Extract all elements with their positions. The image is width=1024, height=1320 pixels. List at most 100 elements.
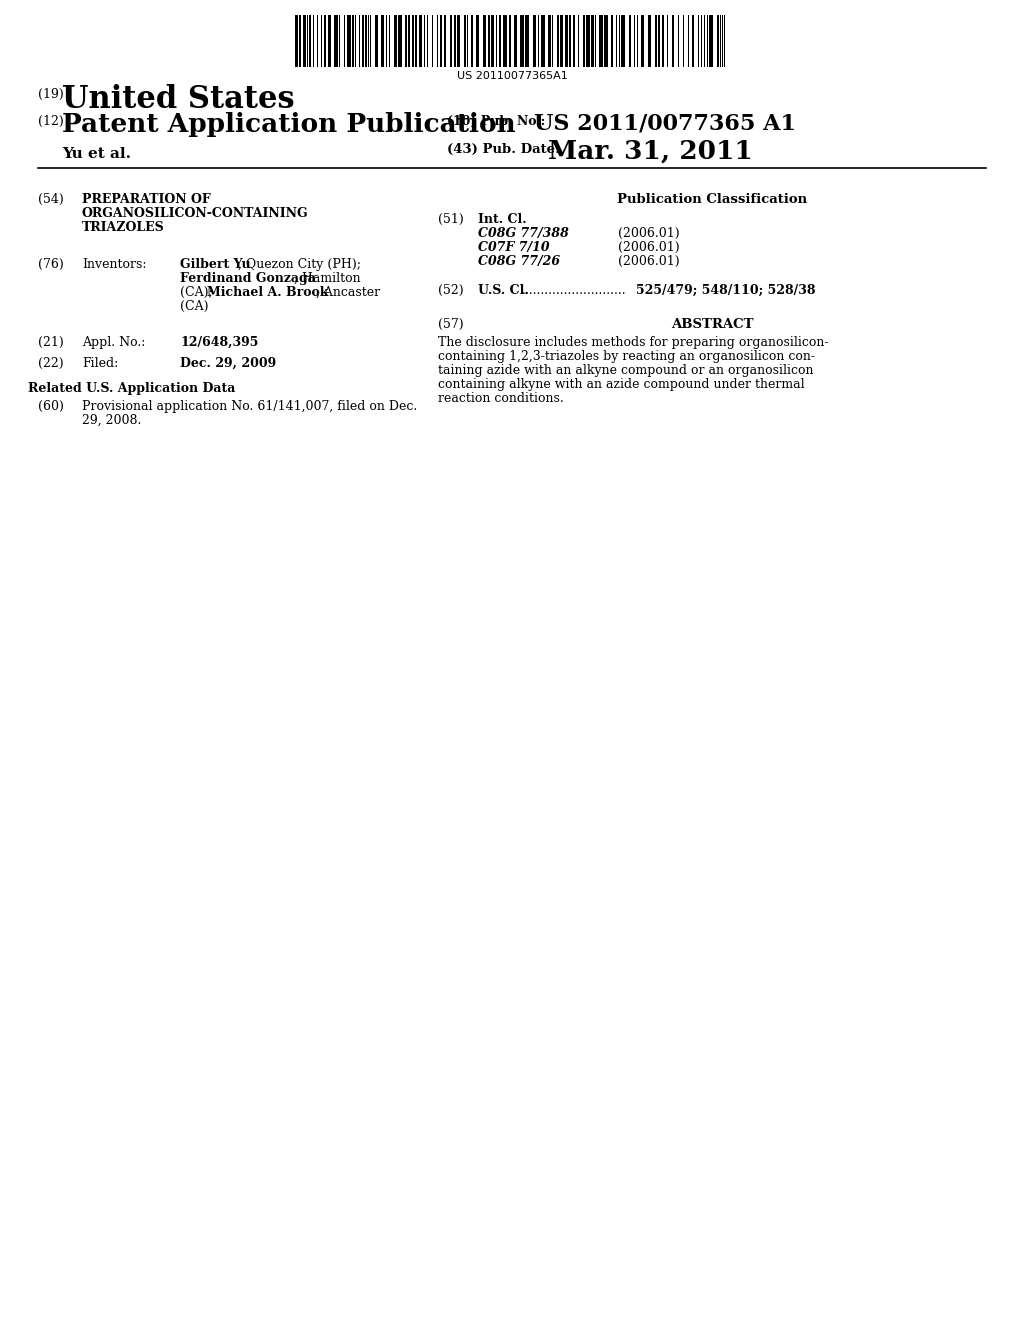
Text: (21): (21) [38, 337, 63, 348]
Bar [334, 15, 338, 67]
Bar [309, 15, 311, 67]
Text: Michael A. Brook: Michael A. Brook [207, 286, 329, 300]
Bar [534, 15, 537, 67]
Text: Publication Classification: Publication Classification [616, 193, 807, 206]
Bar [709, 15, 713, 67]
Bar [692, 15, 694, 67]
Bar [549, 15, 551, 67]
Text: (2006.01): (2006.01) [618, 255, 680, 268]
Bar [381, 15, 384, 67]
Text: Related U.S. Application Data: Related U.S. Application Data [29, 381, 236, 395]
Text: (2006.01): (2006.01) [618, 242, 680, 253]
Bar [599, 15, 603, 67]
Bar [509, 15, 511, 67]
Text: Mar. 31, 2011: Mar. 31, 2011 [548, 139, 753, 164]
Text: 12/648,395: 12/648,395 [180, 337, 258, 348]
Bar [412, 15, 414, 67]
Text: Int. Cl.: Int. Cl. [478, 213, 526, 226]
Bar [525, 15, 529, 67]
Bar [611, 15, 613, 67]
Bar [514, 15, 517, 67]
Text: reaction conditions.: reaction conditions. [438, 392, 564, 405]
Bar [542, 15, 546, 67]
Text: (19): (19) [38, 88, 63, 102]
Bar [475, 15, 478, 67]
Bar [648, 15, 651, 67]
Text: C07F 7/10: C07F 7/10 [478, 242, 550, 253]
Bar [655, 15, 657, 67]
Text: TRIAZOLES: TRIAZOLES [82, 220, 165, 234]
Bar [663, 15, 665, 67]
Text: PREPARATION OF: PREPARATION OF [82, 193, 211, 206]
Bar [415, 15, 417, 67]
Bar [658, 15, 660, 67]
Text: Provisional application No. 61/141,007, filed on Dec.: Provisional application No. 61/141,007, … [82, 400, 417, 413]
Bar [672, 15, 674, 67]
Text: (76): (76) [38, 257, 63, 271]
Bar [641, 15, 644, 67]
Bar [503, 15, 507, 67]
Bar [404, 15, 407, 67]
Text: (12): (12) [38, 115, 63, 128]
Text: Ferdinand Gonzaga: Ferdinand Gonzaga [180, 272, 315, 285]
Text: Filed:: Filed: [82, 356, 118, 370]
Text: The disclosure includes methods for preparing organosilicon-: The disclosure includes methods for prep… [438, 337, 828, 348]
Bar [604, 15, 608, 67]
Bar [450, 15, 452, 67]
Bar [419, 15, 422, 67]
Bar [565, 15, 568, 67]
Text: (51): (51) [438, 213, 464, 226]
Bar [454, 15, 456, 67]
Bar [295, 15, 298, 67]
Bar [299, 15, 301, 67]
Text: (54): (54) [38, 193, 63, 206]
Bar [303, 15, 306, 67]
Text: (57): (57) [438, 318, 464, 331]
Text: 525/479; 548/110; 528/38: 525/479; 548/110; 528/38 [636, 284, 815, 297]
Bar [482, 15, 485, 67]
Bar [573, 15, 575, 67]
Text: (10) Pub. No.:: (10) Pub. No.: [447, 115, 545, 128]
Bar [487, 15, 489, 67]
Bar [375, 15, 378, 67]
Bar [520, 15, 524, 67]
Text: C08G 77/26: C08G 77/26 [478, 255, 560, 268]
Text: Gilbert Yu: Gilbert Yu [180, 257, 251, 271]
Bar [557, 15, 559, 67]
Bar [629, 15, 631, 67]
Text: (43) Pub. Date:: (43) Pub. Date: [447, 143, 560, 156]
Text: (2006.01): (2006.01) [618, 227, 680, 240]
Bar [499, 15, 501, 67]
Text: 29, 2008.: 29, 2008. [82, 414, 141, 426]
Text: C08G 77/388: C08G 77/388 [478, 227, 569, 240]
Bar [397, 15, 401, 67]
Text: Inventors:: Inventors: [82, 257, 146, 271]
Text: ABSTRACT: ABSTRACT [671, 318, 754, 331]
Text: US 2011/0077365 A1: US 2011/0077365 A1 [534, 112, 796, 135]
Text: , Ancaster: , Ancaster [316, 286, 380, 300]
Text: (CA): (CA) [180, 300, 209, 313]
Text: (CA);: (CA); [180, 286, 217, 300]
Bar [365, 15, 367, 67]
Text: Yu et al.: Yu et al. [62, 147, 131, 161]
Text: U.S. Cl.: U.S. Cl. [478, 284, 528, 297]
Bar [584, 15, 586, 67]
Text: , Hamilton: , Hamilton [294, 272, 360, 285]
Bar [560, 15, 563, 67]
Bar [591, 15, 594, 67]
Text: (52): (52) [438, 284, 464, 297]
Text: taining azide with an alkyne compound or an organosilicon: taining azide with an alkyne compound or… [438, 364, 813, 378]
Bar [328, 15, 331, 67]
Text: containing alkyne with an azide compound under thermal: containing alkyne with an azide compound… [438, 378, 805, 391]
Bar [622, 15, 626, 67]
Text: (60): (60) [38, 400, 63, 413]
Bar [352, 15, 354, 67]
Bar [439, 15, 441, 67]
Bar [471, 15, 473, 67]
Text: containing 1,2,3-triazoles by reacting an organosilicon con-: containing 1,2,3-triazoles by reacting a… [438, 350, 815, 363]
Text: US 20110077365A1: US 20110077365A1 [457, 71, 567, 81]
Bar [394, 15, 396, 67]
Bar [464, 15, 466, 67]
Text: (22): (22) [38, 356, 63, 370]
Bar [457, 15, 460, 67]
